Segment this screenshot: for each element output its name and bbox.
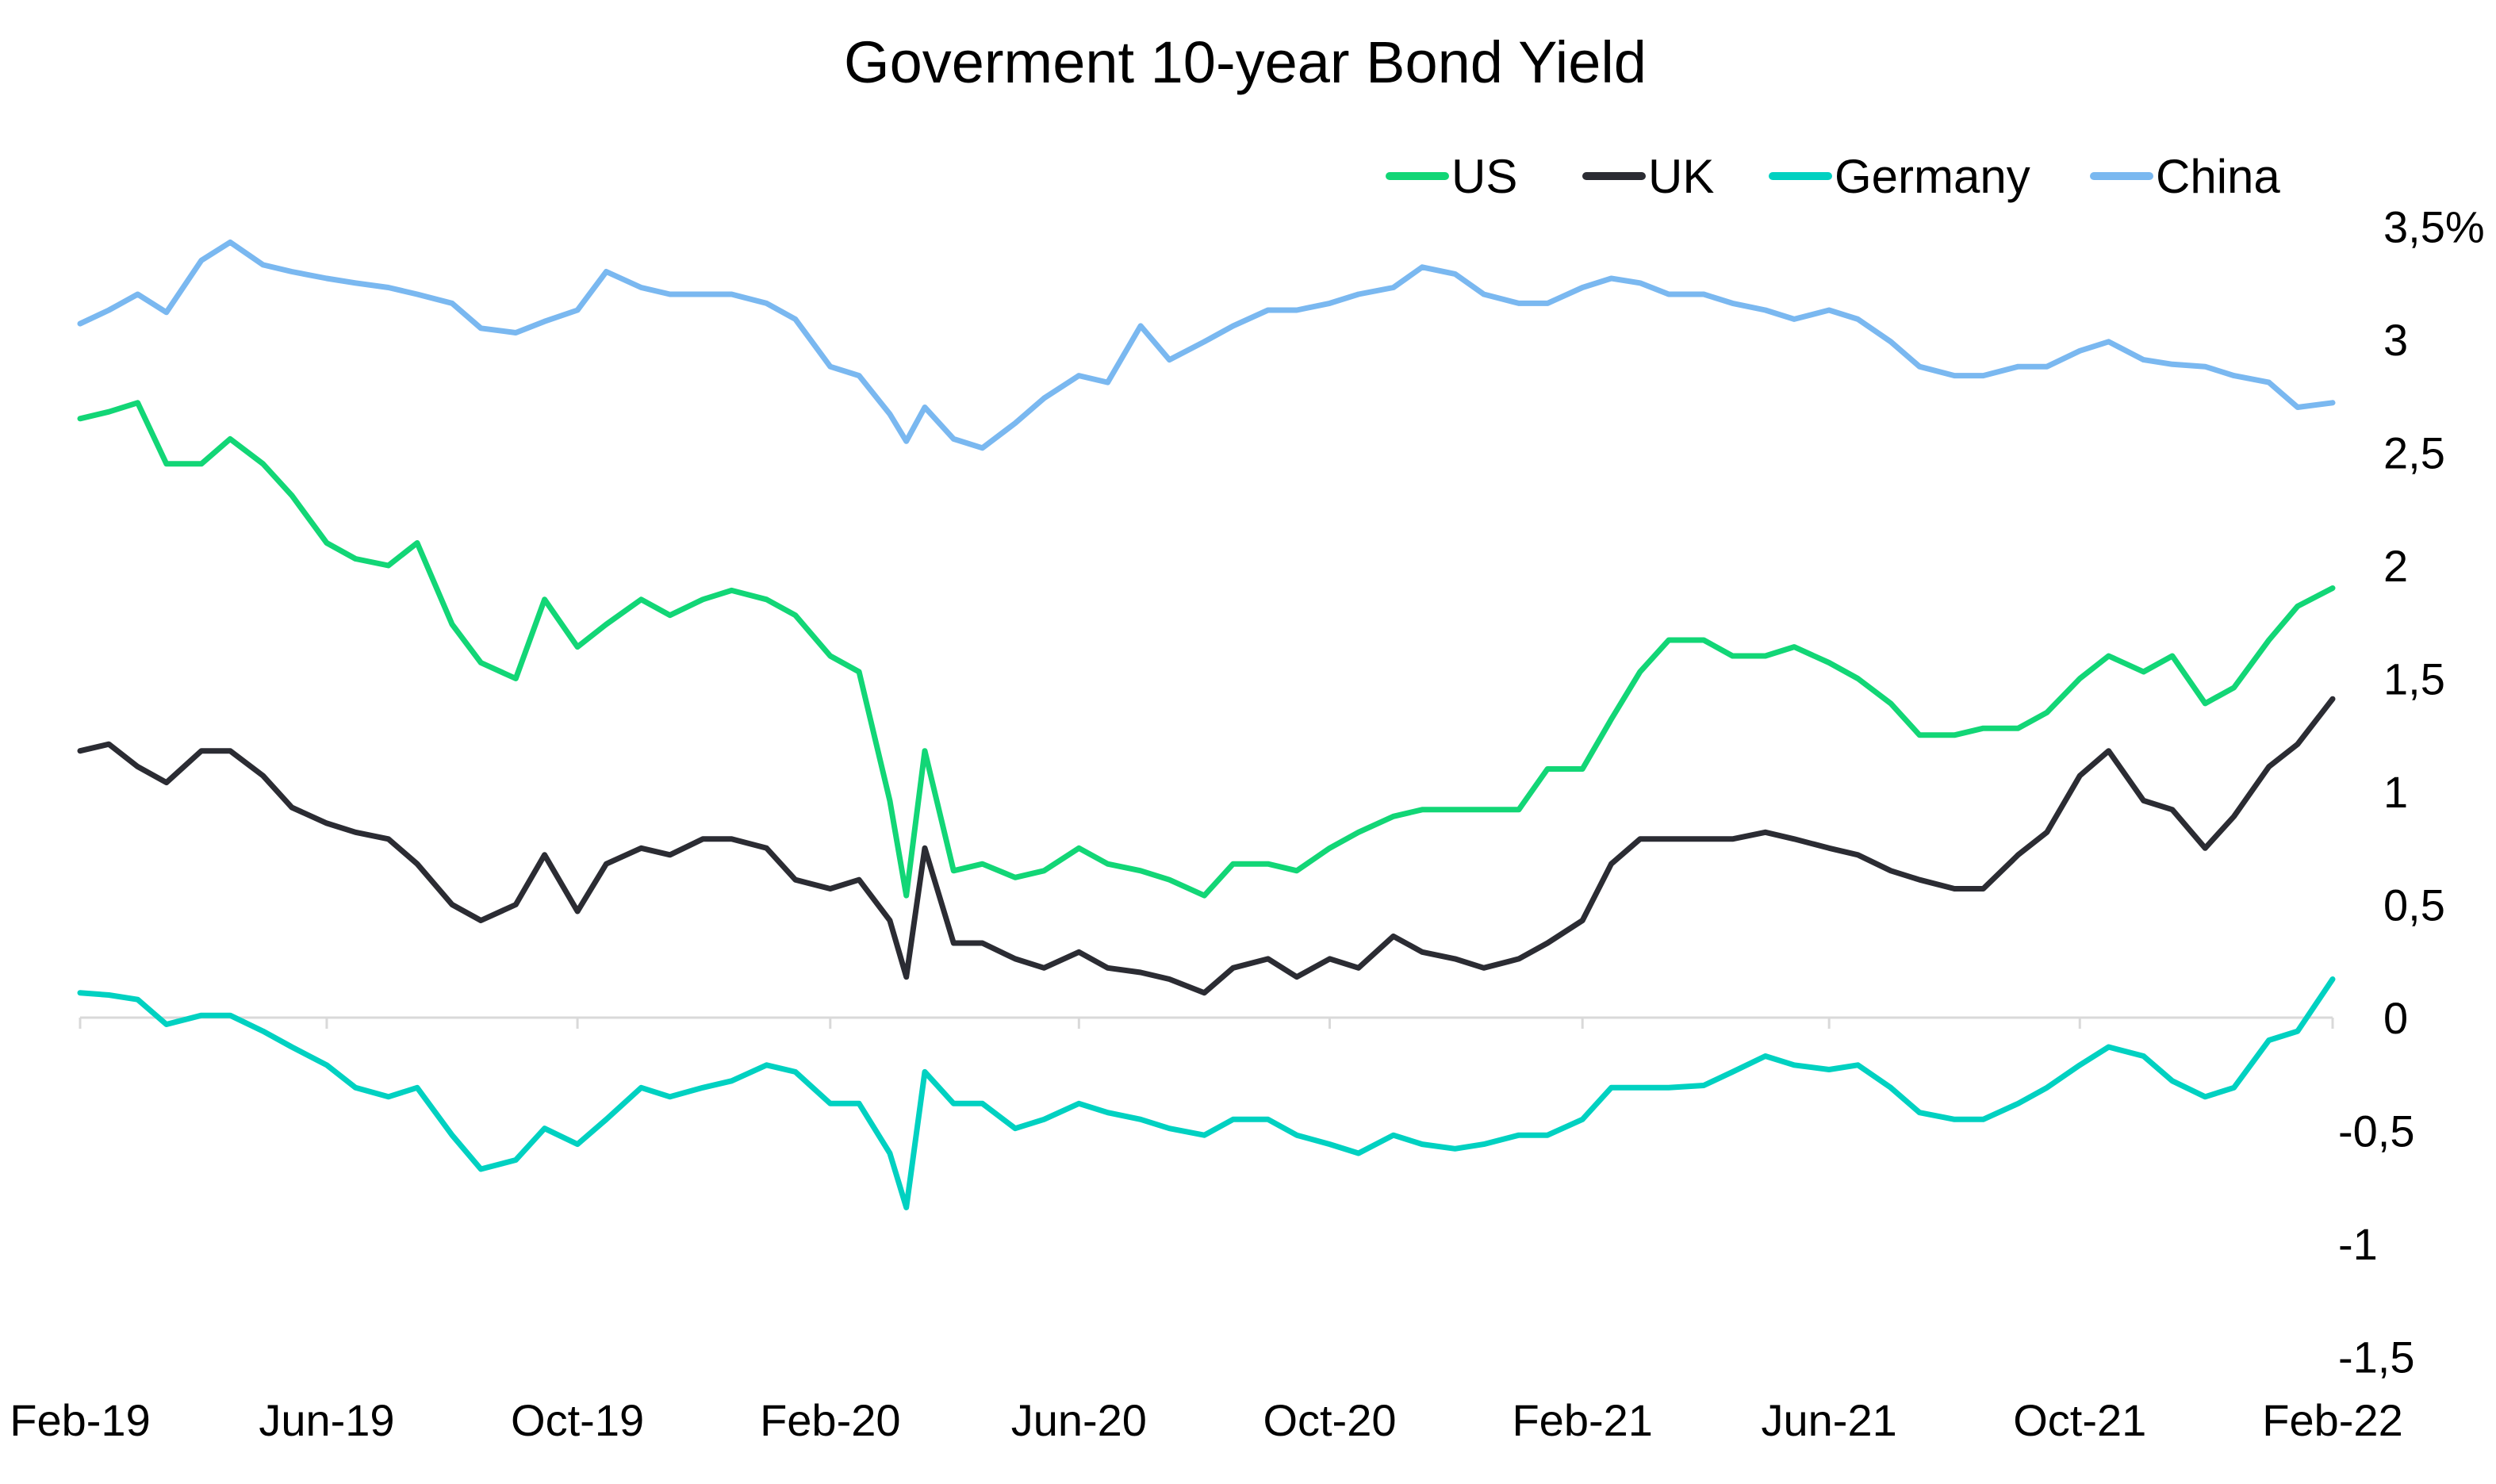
series-line-us bbox=[77, 400, 2336, 899]
series-line-germany bbox=[77, 976, 2336, 1210]
legend-label: US bbox=[1451, 150, 1517, 203]
x-tick-label: Jun-21 bbox=[1762, 1395, 1897, 1445]
legend-label: China bbox=[2156, 150, 2280, 203]
series-line-uk bbox=[77, 696, 2336, 996]
x-tick-label: Jun-20 bbox=[1011, 1395, 1147, 1445]
legend-item-germany: Germany bbox=[1769, 150, 2030, 203]
series-line-china bbox=[77, 239, 2336, 451]
y-tick-label: 2,5 bbox=[2383, 428, 2445, 478]
legend-item-china: China bbox=[2090, 150, 2280, 203]
y-tick-label: 1 bbox=[2383, 767, 2408, 817]
x-tick-label: Feb-19 bbox=[10, 1395, 150, 1445]
x-tick-label: Jun-19 bbox=[259, 1395, 394, 1445]
x-tick-label: Feb-22 bbox=[2262, 1395, 2402, 1445]
y-tick-label: 2 bbox=[2383, 541, 2408, 591]
x-tick-label: Oct-19 bbox=[511, 1395, 644, 1445]
x-tick-label: Feb-21 bbox=[1512, 1395, 1652, 1445]
x-tick-label: Feb-20 bbox=[760, 1395, 900, 1445]
legend: US UK Germany China bbox=[1386, 150, 2280, 203]
y-tick-label: 0 bbox=[2383, 993, 2408, 1043]
y-tick-label: 0,5 bbox=[2383, 880, 2445, 930]
legend-item-us: US bbox=[1386, 150, 1517, 203]
series-lines bbox=[77, 239, 2336, 1210]
x-axis-ticks: Feb-19 Jun-19 Oct-19 Feb-20 Jun-20 Oct-20 Feb-… bbox=[10, 1018, 2403, 1445]
legend-item-uk: UK bbox=[1582, 150, 1714, 203]
y-tick-label: 1,5 bbox=[2383, 654, 2445, 704]
chart-title: Goverment 10-year Bond Yield bbox=[844, 29, 1647, 95]
x-tick-label: Oct-21 bbox=[2013, 1395, 2146, 1445]
y-tick-label: 3 bbox=[2383, 315, 2408, 365]
y-axis-ticks: 3,5% 3 2,5 2 1,5 1 0,5 0 -0,5 -1 -1,5 bbox=[2338, 202, 2485, 1382]
x-tick-label: Oct-20 bbox=[1263, 1395, 1396, 1445]
y-tick-label: -0,5 bbox=[2338, 1106, 2415, 1156]
legend-label: UK bbox=[1648, 150, 1714, 203]
y-tick-label: -1 bbox=[2338, 1219, 2378, 1269]
legend-label: Germany bbox=[1835, 150, 2030, 203]
y-tick-label: -1,5 bbox=[2338, 1333, 2415, 1382]
y-tick-label: 3,5% bbox=[2383, 202, 2485, 252]
